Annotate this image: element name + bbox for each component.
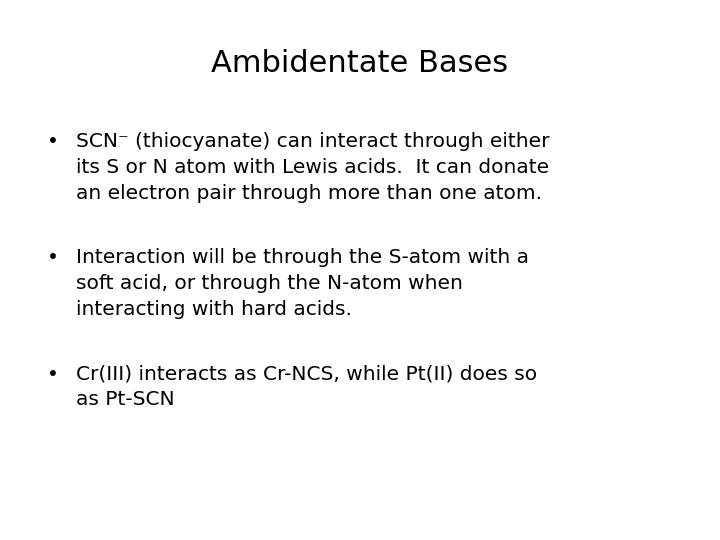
Text: •: • [47,364,58,383]
Text: •: • [47,248,58,267]
Text: •: • [47,132,58,151]
Text: Interaction will be through the S-atom with a
soft acid, or through the N-atom w: Interaction will be through the S-atom w… [76,248,528,319]
Text: SCN⁻ (thiocyanate) can interact through either
its S or N atom with Lewis acids.: SCN⁻ (thiocyanate) can interact through … [76,132,549,203]
Text: Cr(III) interacts as Cr-NCS, while Pt(II) does so
as Pt-SCN: Cr(III) interacts as Cr-NCS, while Pt(II… [76,364,536,409]
Text: Ambidentate Bases: Ambidentate Bases [212,49,508,78]
